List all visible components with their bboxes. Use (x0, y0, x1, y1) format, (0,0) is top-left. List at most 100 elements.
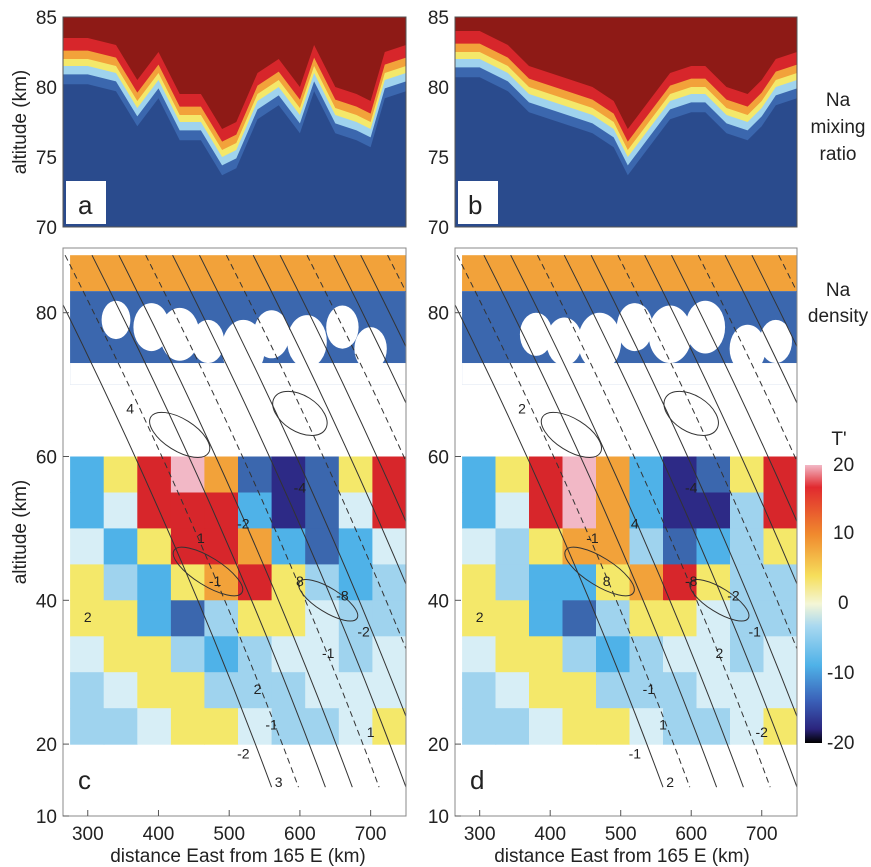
t-cell-c-2-8 (338, 528, 373, 565)
t-cell-d-1-9 (763, 492, 797, 529)
y-tick-label-a-80: 80 (36, 78, 57, 99)
t-cell-c-6-2 (137, 672, 172, 709)
y-tick-label-a-85: 85 (36, 8, 57, 29)
x-tick-label-d-300: 300 (464, 824, 496, 845)
t-cell-d-0-5 (629, 456, 664, 493)
t-cell-d-2-1 (495, 528, 530, 565)
contour-label-d-11: 1 (659, 717, 667, 733)
na-density-gap-d-2 (578, 312, 622, 371)
t-cell-d-3-6 (663, 564, 698, 601)
colorbar-tick-0: 0 (838, 593, 849, 614)
x-axis-title-c: distance East from 165 E (km) (110, 846, 366, 867)
t-cell-c-3-9 (372, 564, 406, 601)
t-cell-d-6-9 (763, 672, 797, 709)
t-cell-c-5-2 (137, 636, 172, 673)
heatmap-a (63, 17, 406, 227)
t-cell-c-6-8 (338, 672, 373, 709)
mixing-ratio-label-2: mixing (811, 117, 866, 138)
na-density-gap-c-8 (354, 327, 387, 371)
contour-line-c-3 (118, 254, 353, 788)
t-cell-d-3-2 (529, 564, 564, 601)
y-tick-label-d-10: 10 (428, 807, 449, 828)
t-cell-d-2-4 (596, 528, 631, 565)
t-cell-c-3-6 (271, 564, 306, 601)
t-cell-c-6-0 (70, 672, 105, 709)
contour-label-d-6: -8 (685, 573, 698, 589)
na-density-gap-c-6 (287, 315, 327, 368)
t-cell-d-3-1 (495, 564, 530, 601)
panel-d-frame (454, 247, 798, 817)
t-cell-d-5-3 (562, 636, 597, 673)
t-cell-d-2-3 (562, 528, 597, 565)
t-cell-d-7-0 (462, 708, 497, 745)
y-axis-a: 70 75 80 85 (36, 8, 57, 239)
t-cell-d-4-3 (562, 600, 597, 637)
t-cell-c-6-3 (170, 672, 206, 709)
t-cell-d-7-1 (495, 708, 530, 745)
t-cell-d-6-2 (529, 672, 564, 709)
contour-line-d-0 (455, 303, 664, 788)
contour-line-c-11 (333, 254, 406, 405)
t-cell-d-2-8 (730, 528, 765, 565)
t-cell-d-3-7 (696, 564, 731, 601)
panel-b-letter-box (458, 181, 498, 224)
panel-a-letter-box (66, 181, 106, 224)
t-cell-d-5-1 (495, 636, 530, 673)
t-cell-c-1-7 (305, 492, 340, 529)
panel-c-frame (62, 247, 407, 817)
t-cell-d-4-6 (663, 600, 698, 637)
t-cell-d-3-8 (730, 564, 765, 601)
contour-label-c-0: 4 (126, 400, 134, 416)
heatmap-d (455, 248, 797, 816)
contour-line-c-5 (172, 254, 406, 788)
y-axis-d: 10 20 40 60 80 (428, 304, 461, 828)
contour-loop-d-0 (540, 411, 602, 458)
contour-label-d-5: 8 (603, 573, 611, 589)
contour-label-c-4: 1 (197, 530, 205, 546)
contour-line-d-10 (697, 254, 797, 463)
na-density-gap-c-2 (159, 307, 200, 361)
t-cell-c-5-8 (338, 636, 373, 673)
t-cell-c-5-0 (70, 636, 105, 673)
t-cell-d-0-4 (596, 456, 631, 493)
mixing-ratio-band-b-0 (455, 17, 797, 129)
mixing-ratio-label-1: Na (826, 90, 851, 111)
contour-label-d-2: 2 (476, 609, 484, 625)
contour-line-c-7 (225, 254, 406, 651)
mixing-ratio-band-a-0 (63, 17, 406, 129)
x-tick-label-d-700: 700 (746, 824, 778, 845)
y-tick-label-c-10: 10 (36, 807, 57, 828)
panel-b-frame (454, 16, 798, 228)
t-cell-c-2-0 (70, 528, 105, 565)
t-cell-d-1-2 (529, 492, 564, 529)
colorbar-gradient (805, 465, 822, 743)
na-density-top-d (462, 255, 797, 292)
t-cell-d-5-9 (763, 636, 797, 673)
contour-label-c-3: -2 (237, 515, 250, 531)
t-cell-c-4-6 (271, 600, 306, 637)
y-tick-label-c-60: 60 (36, 448, 57, 469)
contour-label-c-11: -1 (265, 717, 278, 733)
na-density-top-c (70, 255, 406, 292)
t-cell-d-1-3 (562, 492, 597, 529)
contour-label-c-8: -2 (357, 623, 370, 639)
density-label-1: Na (826, 280, 851, 301)
contour-label-d-13: -1 (629, 746, 642, 762)
t-cell-d-7-2 (529, 708, 564, 745)
t-cell-c-2-3 (170, 528, 206, 565)
x-tick-label-d-600: 600 (675, 824, 707, 845)
t-cell-c-1-0 (70, 492, 105, 529)
na-density-gap-d-7 (759, 319, 792, 364)
t-cell-c-0-3 (170, 456, 206, 493)
t-cell-d-2-6 (663, 528, 698, 565)
bottom-y-axis-title: altitude (km) (10, 480, 31, 585)
t-cell-c-2-6 (271, 528, 306, 565)
t-cell-d-5-6 (663, 636, 698, 673)
colorbar: T' 20 10 0 -10 -20 (805, 429, 854, 754)
na-density-bottom-gap-d (462, 363, 797, 385)
t-cell-c-3-1 (103, 564, 138, 601)
top-y-axis-title: altitude (km) (10, 70, 31, 175)
contour-loop-c-3 (298, 579, 359, 622)
t-cell-c-3-7 (305, 564, 340, 601)
